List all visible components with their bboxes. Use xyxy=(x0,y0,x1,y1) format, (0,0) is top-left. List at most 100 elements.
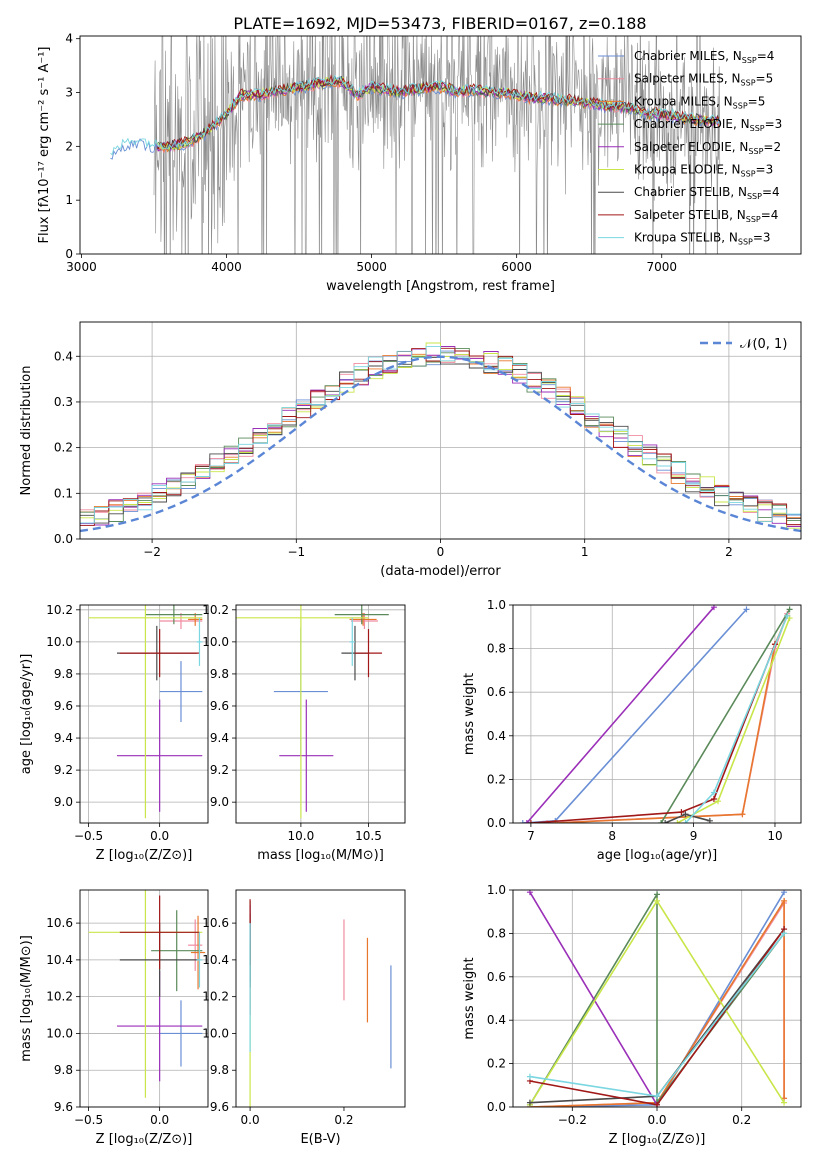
y-tick-label: 9.6 xyxy=(210,699,229,713)
x-tick-label: 0.0 xyxy=(150,829,169,843)
y-tick-label: 0.0 xyxy=(54,532,73,546)
x-tick-label: 6000 xyxy=(501,260,532,274)
y-tick-label: 10.6 xyxy=(46,916,73,930)
massweight-series-line xyxy=(529,891,658,1106)
y-tick-label: 1.0 xyxy=(487,598,506,612)
x-axis-label: E(B-V) xyxy=(300,1132,340,1147)
massweight-marker xyxy=(527,820,534,823)
legend-entry-label: Kroupa STELIB, NSSP=3 xyxy=(634,231,771,247)
y-axis-label: mass weight xyxy=(462,957,477,1039)
age-vs-mass-plot-area xyxy=(236,605,405,823)
mass-vs-EBV-plot-area xyxy=(249,899,392,1107)
legend-subscript: SSP xyxy=(747,192,762,201)
massweight-vs-age-plot-area xyxy=(513,605,801,823)
massweight-vs-age-frame xyxy=(512,604,802,824)
x-axis-label: mass [log₁₀(M/M⊙)] xyxy=(257,848,384,863)
y-tick-label: 10.2 xyxy=(46,990,73,1004)
mass-vs-Z-frame xyxy=(79,889,209,1108)
histogram-step xyxy=(80,346,801,524)
legend-subscript: SSP xyxy=(750,124,765,133)
massweight-marker xyxy=(674,820,681,823)
y-axis-label: Normed distribution xyxy=(19,366,34,496)
y-axis-label: age [log₁₀(age/yr)] xyxy=(19,654,34,775)
legend-entry-label: Kroupa ELODIE, NSSP=3 xyxy=(634,163,773,179)
x-axis-label: (data-model)/error xyxy=(380,564,501,579)
errorbar-point xyxy=(188,919,203,971)
x-tick-label: 0 xyxy=(437,545,445,559)
x-tick-label: −2 xyxy=(143,545,161,559)
y-tick-label: 10.0 xyxy=(46,1026,73,1040)
x-tick-label: 10.5 xyxy=(355,829,382,843)
massweight-series-line xyxy=(522,608,748,823)
legend-entry-label: Salpeter MILES, NSSP=5 xyxy=(634,72,773,88)
y-tick-label: 9.2 xyxy=(210,763,229,777)
y-tick-label: 0.8 xyxy=(487,642,506,656)
y-tick-label: 0.8 xyxy=(487,926,506,940)
legend-subscript: SSP xyxy=(741,79,756,88)
x-tick-label: 0.2 xyxy=(334,1113,353,1127)
massweight-marker xyxy=(519,820,526,823)
x-tick-label: 0.0 xyxy=(241,1113,260,1127)
y-tick-label: 0.0 xyxy=(487,816,506,830)
massweight-marker xyxy=(784,612,791,619)
errorbar-point xyxy=(196,932,203,988)
legend-tail: =3 xyxy=(756,163,774,177)
massweight-marker xyxy=(658,820,665,823)
y-tick-label: 10.2 xyxy=(202,990,229,1004)
x-tick-label: 9 xyxy=(690,829,698,843)
massweight-series-line xyxy=(660,608,791,823)
legend-tail: =3 xyxy=(765,117,783,131)
x-tick-label: 10 xyxy=(767,829,782,843)
legend-entry-label: Chabrier MILES, NSSP=4 xyxy=(634,49,774,65)
errorbar-point xyxy=(196,617,203,666)
x-tick-label: −1 xyxy=(287,545,305,559)
y-tick-label: 10.4 xyxy=(202,953,229,967)
legend-tail: =5 xyxy=(748,94,766,108)
massweight-series-line xyxy=(530,643,776,823)
massweight-marker xyxy=(710,796,717,803)
age-vs-Z-axes: −0.5 0.0 9.0 9.2 9.4 9.6 9.8 10.0 10.2 Z [log₁₀(Z… xyxy=(19,603,209,863)
y-tick-label: 0 xyxy=(65,247,73,261)
y-tick-label: 10.0 xyxy=(202,1026,229,1040)
x-tick-label: 4000 xyxy=(211,260,242,274)
x-tick-label: 8 xyxy=(608,829,616,843)
legend-entry-label: Chabrier ELODIE, NSSP=3 xyxy=(634,117,782,133)
massweight-marker xyxy=(786,606,793,613)
legend-tail: =5 xyxy=(756,72,774,86)
massweight-marker xyxy=(654,1093,660,1100)
legend-entry-label: Chabrier STELIB, NSSP=4 xyxy=(634,185,780,201)
y-tick-label: 10.2 xyxy=(46,603,73,617)
mass-vs-Z-plot-area xyxy=(80,890,208,1107)
x-tick-label: −0.5 xyxy=(74,1113,103,1127)
massweight-series-line xyxy=(684,615,788,823)
residual-histogram-axes: −2 −1 0 1 2 0.0 0.1 0.2 0.3 0.4 (data-model)/error… xyxy=(19,321,802,579)
errorbar-point xyxy=(190,915,206,990)
errorbar-point xyxy=(236,605,369,819)
legend-entry-label: Kroupa MILES, NSSP=5 xyxy=(634,94,765,110)
spectrum-data-line xyxy=(153,36,721,254)
errorbar-point xyxy=(354,629,383,678)
y-tick-label: 0.2 xyxy=(487,772,506,786)
y-tick-label: 0.3 xyxy=(54,395,73,409)
legend-subscript: SSP xyxy=(742,56,757,65)
y-tick-label: 0.4 xyxy=(487,729,506,743)
x-tick-label: −0.2 xyxy=(558,1113,587,1127)
spectrum-legend: Chabrier MILES, NSSP=4 Salpeter MILES, NS… xyxy=(598,49,782,247)
y-tick-label: 1.0 xyxy=(487,883,506,897)
y-tick-label: 0.4 xyxy=(54,349,73,363)
errorbar-point xyxy=(159,1000,203,1067)
massweight-marker xyxy=(715,798,722,805)
legend-entry-label: Salpeter ELODIE, NSSP=2 xyxy=(634,140,781,156)
spectrum-axes: 3000 4000 5000 6000 7000 0 1 2 3 4 wavelength [Ang… xyxy=(37,32,802,294)
y-tick-label: 9.0 xyxy=(210,795,229,809)
mass-vs-EBV-frame xyxy=(235,889,406,1108)
y-tick-label: 2 xyxy=(65,139,73,153)
plot-layer: 3000 4000 5000 6000 7000 0 1 2 3 4 wavelength [Ang… xyxy=(19,32,802,1147)
y-tick-label: 9.0 xyxy=(54,795,73,809)
x-axis-label: Z [log₁₀(Z/Z⊙)] xyxy=(96,848,193,863)
legend-tail: =4 xyxy=(761,208,779,222)
massweight-marker xyxy=(781,930,788,937)
y-tick-label: 9.8 xyxy=(54,667,73,681)
massweight-series-line xyxy=(526,606,715,823)
